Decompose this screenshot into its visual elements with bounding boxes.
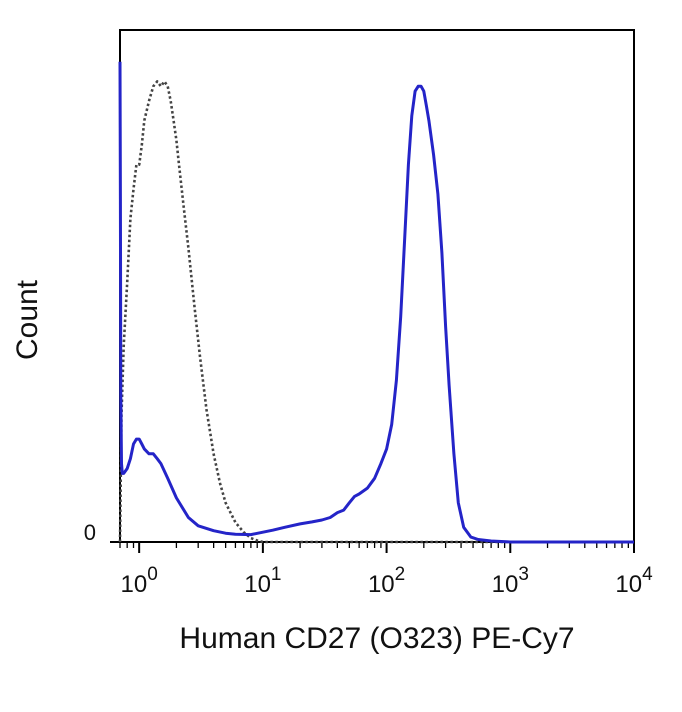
x-tick-label: 101 <box>244 564 281 598</box>
plot-frame <box>119 29 635 543</box>
x-tick-label: 104 <box>615 564 653 598</box>
y-axis-label-text: Count <box>11 279 44 361</box>
y-axis-label: Count <box>4 150 52 490</box>
x-axis-label: Human CD27 (O323) PE-Cy7 <box>179 622 575 655</box>
x-tick-label: 100 <box>121 564 158 598</box>
x-tick-label: 102 <box>368 564 405 598</box>
y-tick-label: 0 <box>84 520 96 545</box>
series-line-stained <box>118 61 634 544</box>
series-line-control-dotted <box>118 80 634 544</box>
x-tick-label: 103 <box>492 564 529 598</box>
